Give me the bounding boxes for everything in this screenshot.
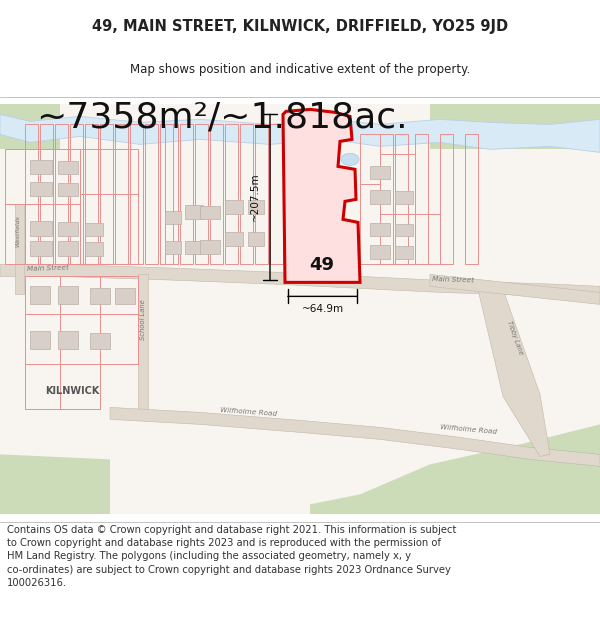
Text: ~64.9m: ~64.9m xyxy=(301,304,344,314)
Text: Westfields: Westfields xyxy=(16,216,20,248)
Polygon shape xyxy=(310,424,600,514)
Polygon shape xyxy=(0,104,60,149)
Bar xyxy=(30,182,52,196)
Text: School Lane: School Lane xyxy=(140,299,146,341)
Bar xyxy=(200,206,220,219)
Bar xyxy=(370,191,390,204)
Bar xyxy=(30,241,52,256)
Bar xyxy=(370,246,390,259)
Bar xyxy=(185,206,203,219)
Text: 49: 49 xyxy=(310,256,335,274)
Bar xyxy=(90,333,110,349)
Bar xyxy=(370,166,390,179)
Bar xyxy=(30,221,52,236)
Text: Wilfholme Road: Wilfholme Road xyxy=(440,424,497,436)
Polygon shape xyxy=(110,408,600,466)
Bar xyxy=(58,222,78,236)
Bar xyxy=(185,241,201,254)
Bar xyxy=(165,241,181,254)
Text: Map shows position and indicative extent of the property.: Map shows position and indicative extent… xyxy=(130,63,470,76)
Bar xyxy=(58,161,78,174)
Bar xyxy=(85,223,103,236)
Text: Tibby Lane: Tibby Lane xyxy=(506,320,524,356)
Polygon shape xyxy=(0,114,600,152)
Text: Main Street: Main Street xyxy=(432,276,474,283)
Bar xyxy=(85,242,103,256)
Text: ~7358m²/~1.818ac.: ~7358m²/~1.818ac. xyxy=(36,100,408,134)
Polygon shape xyxy=(15,204,24,294)
Polygon shape xyxy=(138,274,148,414)
Bar xyxy=(165,211,181,224)
Bar xyxy=(58,183,78,196)
Bar xyxy=(30,331,50,349)
Bar xyxy=(248,232,264,246)
Bar xyxy=(248,201,264,214)
Polygon shape xyxy=(283,109,360,282)
Ellipse shape xyxy=(341,153,359,166)
Text: KILNWICK: KILNWICK xyxy=(45,386,99,396)
Bar xyxy=(225,201,243,214)
Polygon shape xyxy=(430,274,600,304)
Bar xyxy=(30,286,50,304)
Bar xyxy=(300,168,322,186)
Text: 49, MAIN STREET, KILNWICK, DRIFFIELD, YO25 9JD: 49, MAIN STREET, KILNWICK, DRIFFIELD, YO… xyxy=(92,19,508,34)
Text: Main Street: Main Street xyxy=(27,265,69,272)
Polygon shape xyxy=(0,264,600,298)
Bar xyxy=(58,331,78,349)
Bar xyxy=(395,224,413,236)
Polygon shape xyxy=(430,104,600,149)
Bar xyxy=(225,232,243,246)
Bar xyxy=(115,288,135,304)
Bar xyxy=(30,161,52,174)
Bar xyxy=(58,241,78,256)
Text: Wilfholme Road: Wilfholme Road xyxy=(220,408,277,418)
Bar xyxy=(200,241,220,254)
Bar xyxy=(370,223,390,236)
Polygon shape xyxy=(478,286,550,456)
Text: ~207.5m: ~207.5m xyxy=(250,173,260,221)
Text: Contains OS data © Crown copyright and database right 2021. This information is : Contains OS data © Crown copyright and d… xyxy=(7,525,457,588)
Bar xyxy=(90,288,110,304)
Bar xyxy=(300,201,322,219)
Bar xyxy=(395,246,413,259)
Bar xyxy=(58,286,78,304)
Bar xyxy=(395,191,413,204)
Polygon shape xyxy=(0,454,110,514)
